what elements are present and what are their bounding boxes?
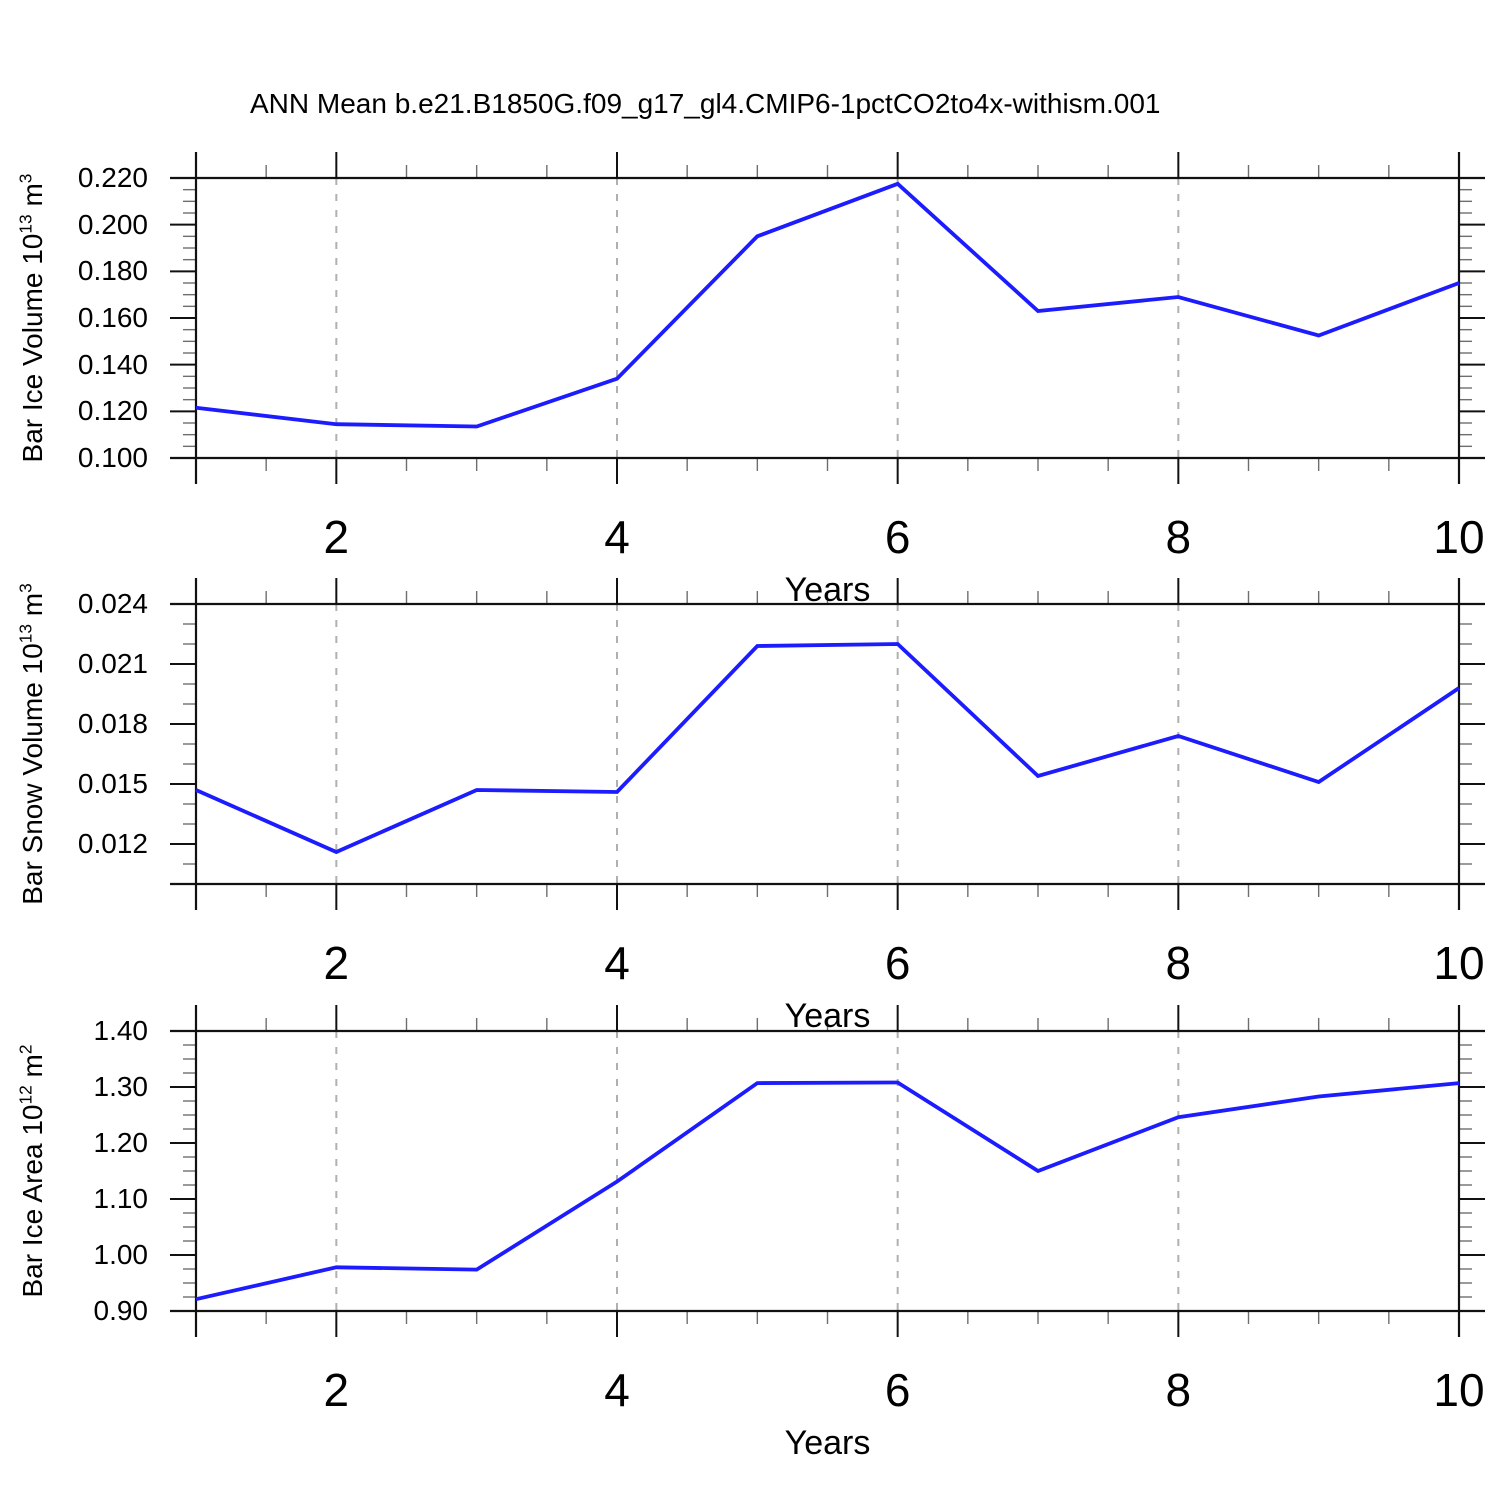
y-tick-label: 0.90 bbox=[93, 1295, 149, 1326]
x-axis-title: Years bbox=[784, 997, 871, 1035]
axis-ticks bbox=[170, 1005, 1485, 1337]
x-tick-label: 8 bbox=[1165, 937, 1192, 989]
y-tick-label: 1.10 bbox=[93, 1183, 149, 1214]
x-tick-label: 2 bbox=[323, 937, 350, 989]
y-tick-label: 0.015 bbox=[77, 768, 148, 799]
x-tick-label: 4 bbox=[604, 511, 630, 563]
axis-ticks bbox=[170, 578, 1485, 910]
x-tick-label: 6 bbox=[884, 1364, 911, 1416]
grid-lines bbox=[335, 178, 1180, 458]
y-axis-title: Bar Ice Volume 1013 m3 bbox=[15, 173, 48, 463]
data-line-bar-snow-volume bbox=[195, 642, 1461, 855]
y-tick-label: 0.220 bbox=[77, 162, 148, 193]
y-axis-title: Bar Snow Volume 1013 m3 bbox=[15, 583, 48, 905]
x-tick-label: 10 bbox=[1433, 1364, 1485, 1416]
x-tick-label: 6 bbox=[884, 937, 911, 989]
y-tick-label: 1.30 bbox=[93, 1071, 149, 1102]
y-axis-title: Bar Ice Area 1012 m2 bbox=[15, 1044, 48, 1298]
axis-ticks bbox=[170, 152, 1485, 484]
x-tick-label: 10 bbox=[1433, 511, 1485, 563]
x-tick-label: 8 bbox=[1165, 1364, 1192, 1416]
y-tick-label: 0.021 bbox=[77, 648, 148, 679]
x-tick-label: 4 bbox=[604, 937, 630, 989]
x-axis-title: Years bbox=[784, 571, 871, 609]
x-tick-label: 8 bbox=[1165, 511, 1192, 563]
x-tick-label: 2 bbox=[323, 1364, 350, 1416]
y-tick-label: 0.160 bbox=[77, 302, 148, 333]
y-tick-label: 0.180 bbox=[77, 255, 148, 287]
y-tick-label: 0.018 bbox=[77, 708, 148, 739]
x-tick-label: 4 bbox=[604, 1364, 630, 1416]
x-tick-label: 6 bbox=[884, 511, 911, 563]
panel-bar-ice-area bbox=[170, 1005, 1485, 1337]
plot-frame bbox=[170, 578, 1485, 910]
y-tick-label: 1.40 bbox=[93, 1015, 149, 1046]
y-tick-label: 0.012 bbox=[77, 828, 148, 859]
x-tick-label: 2 bbox=[323, 511, 350, 563]
plot-frame bbox=[170, 1005, 1485, 1337]
x-tick-label: 10 bbox=[1433, 937, 1485, 989]
data-line-bar-ice-volume bbox=[195, 181, 1460, 429]
chart-title: ANN Mean b.e21.B1850G.f09_g17_gl4.CMIP6-… bbox=[250, 88, 1161, 119]
x-axis-title: Years bbox=[784, 1424, 871, 1462]
y-tick-label: 0.200 bbox=[77, 208, 148, 240]
panel-bar-snow-volume bbox=[170, 578, 1485, 910]
plot-frame bbox=[170, 152, 1485, 484]
y-tick-label: 0.120 bbox=[77, 395, 148, 427]
y-tick-label: 0.024 bbox=[77, 588, 148, 619]
panel-bar-ice-volume bbox=[170, 152, 1485, 484]
y-tick-label: 1.20 bbox=[93, 1127, 149, 1158]
y-tick-label: 0.100 bbox=[77, 442, 148, 473]
y-tick-label: 1.00 bbox=[93, 1239, 149, 1270]
data-line-bar-ice-area bbox=[195, 1080, 1460, 1302]
y-tick-label: 0.140 bbox=[77, 348, 148, 380]
